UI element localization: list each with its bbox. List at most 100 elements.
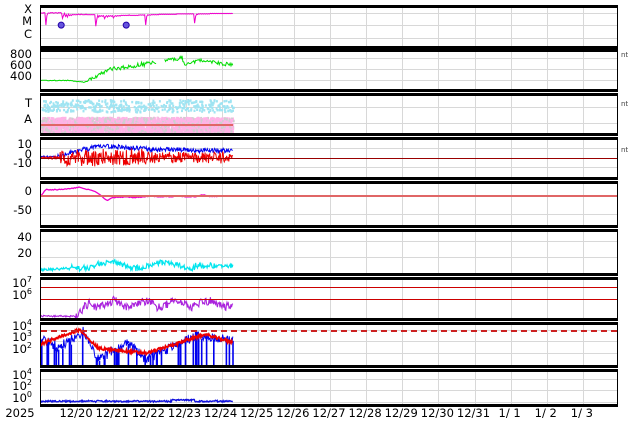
burst-point [43, 100, 45, 103]
burst-point [214, 125, 217, 128]
gridline-vertical [438, 372, 440, 404]
burst-point [185, 126, 188, 130]
burst-point [200, 128, 203, 132]
y-axis-tick-label: 102 [12, 378, 32, 394]
burst-point [65, 126, 67, 129]
burst-point [80, 119, 83, 122]
flare-class-panel [40, 5, 618, 49]
flux-dropout [47, 342, 50, 365]
burst-point [208, 111, 210, 114]
burst-point [61, 125, 64, 129]
burst-point [117, 124, 120, 128]
burst-point [105, 110, 108, 113]
x-axis-tick-label: 12/20 [59, 406, 93, 420]
gridline-vertical [582, 372, 584, 404]
burst-point [167, 108, 170, 112]
burst-point [151, 101, 154, 105]
burst-point [156, 128, 159, 131]
burst-point [177, 121, 180, 124]
burst-point [172, 104, 175, 108]
burst-point [105, 126, 108, 129]
burst-point [201, 110, 204, 113]
burst-point [103, 119, 106, 123]
burst-point [209, 121, 212, 124]
burst-point [146, 125, 149, 129]
burst-point [152, 99, 155, 102]
burst-point [51, 127, 54, 131]
burst-point [41, 126, 44, 130]
burst-point [218, 106, 221, 109]
flux-dropout [156, 350, 158, 365]
burst-point [57, 132, 60, 133]
burst-point [143, 107, 146, 110]
burst-point [209, 105, 212, 108]
burst-point [105, 124, 108, 128]
gridline-vertical [113, 325, 115, 365]
burst-point [190, 101, 193, 105]
burst-point [221, 122, 224, 125]
burst-point [148, 118, 151, 121]
series-canvas [41, 143, 234, 168]
burst-point [232, 109, 234, 112]
y-axis-tick-label: C [23, 26, 32, 41]
burst-point [117, 126, 120, 130]
burst-point [193, 127, 196, 130]
burst-point [208, 128, 211, 132]
burst-point [119, 109, 122, 112]
gridline-vertical [510, 325, 512, 365]
burst-point [163, 117, 166, 120]
burst-point [71, 117, 74, 121]
burst-point [141, 119, 144, 122]
y-axis-tick-label: T [24, 96, 32, 111]
burst-point [60, 120, 63, 124]
burst-point [192, 101, 195, 104]
flare-event-marker [57, 21, 65, 29]
burst-point [113, 110, 116, 113]
burst-point [134, 108, 137, 112]
burst-point [150, 108, 153, 111]
burst-point [83, 107, 86, 110]
gridline-horizontal [41, 58, 617, 59]
burst-point [101, 122, 104, 126]
burst-point [141, 121, 144, 125]
burst-point [225, 118, 228, 121]
data-series-line [41, 186, 234, 202]
gridline-horizontal [41, 402, 617, 403]
burst-point [66, 109, 69, 112]
burst-point [180, 121, 183, 124]
flux-dropout [177, 342, 180, 365]
burst-point [153, 132, 156, 133]
burst-point [207, 124, 210, 128]
burst-point [216, 125, 219, 128]
burst-point [174, 125, 177, 129]
burst-point [89, 117, 92, 120]
burst-point [119, 129, 122, 132]
burst-point [86, 126, 89, 129]
flux-dropout [127, 344, 130, 365]
burst-point [179, 121, 181, 125]
y-axis-tick-label: 10 [17, 136, 32, 151]
y-axis-tick-label: 0 [24, 184, 32, 199]
burst-point [41, 120, 44, 123]
burst-point [173, 122, 176, 126]
burst-point [67, 106, 70, 110]
burst-point [81, 116, 84, 120]
burst-point [102, 116, 105, 120]
burst-point [88, 100, 91, 103]
burst-point [220, 121, 223, 125]
burst-point [149, 117, 152, 121]
burst-point [162, 122, 165, 125]
burst-point [92, 125, 95, 129]
burst-point [120, 108, 123, 112]
burst-point [140, 119, 143, 122]
burst-point [198, 132, 201, 133]
burst-point [157, 110, 160, 113]
burst-point [104, 127, 107, 131]
burst-point [99, 125, 102, 128]
burst-point [137, 126, 140, 129]
y-axis-tick-label: 104 [12, 367, 32, 382]
burst-point [44, 122, 47, 125]
burst-point [107, 124, 110, 128]
threshold-line [41, 287, 617, 288]
burst-point [210, 101, 213, 104]
